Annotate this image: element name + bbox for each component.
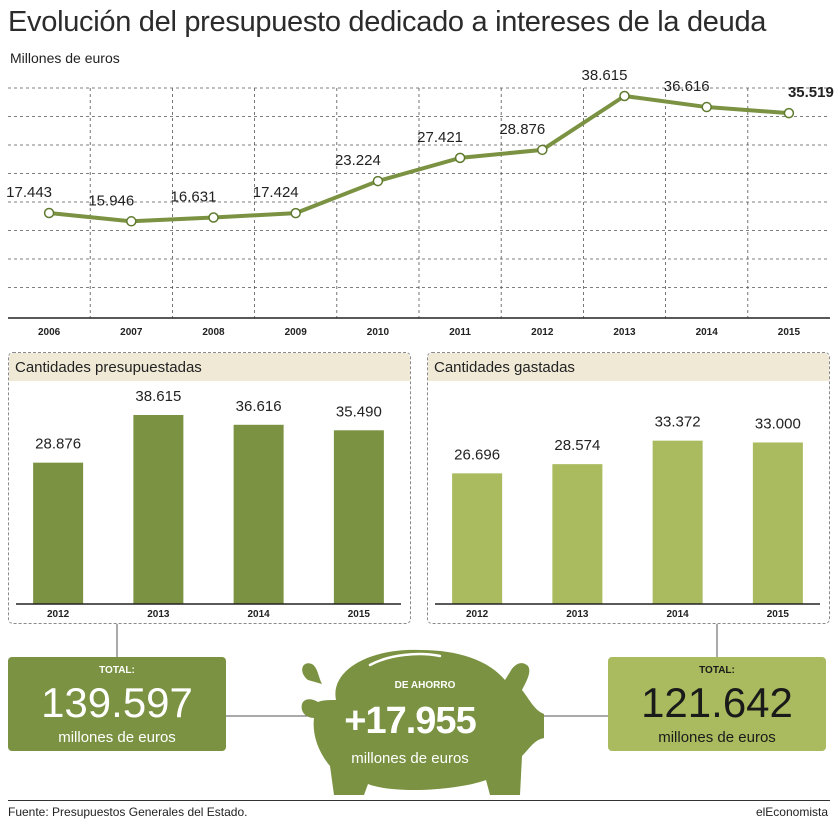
budgeted-x-tick: 2013 [147,609,170,620]
total-budgeted-box: TOTAL: 139.597 millones de euros [8,657,226,751]
x-tick-label: 2006 [38,327,61,338]
budgeted-bar [133,415,184,604]
data-label: 17.443 [6,184,52,201]
total-budgeted-unit: millones de euros [58,729,176,746]
footer-divider [8,800,830,801]
x-tick-label: 2015 [778,327,801,338]
data-point [783,107,795,119]
budgeted-bar-label: 38.615 [135,388,181,405]
budgeted-x-tick: 2012 [47,609,70,620]
spent-panel-header: Cantidades gastadas [428,353,829,381]
total-spent-label: TOTAL: [699,665,735,676]
x-tick-label: 2008 [202,327,225,338]
savings-value: +17.955 [344,700,476,742]
data-label: 36.616 [664,78,710,95]
budgeted-bar [233,424,284,604]
x-tick-label: 2014 [696,327,719,338]
spent-bar-label: 33.000 [755,415,801,432]
budgeted-bar-label: 28.876 [35,436,81,453]
data-label: 28.876 [499,121,545,138]
data-point [372,175,384,187]
chart-subtitle: Millones de euros [10,50,120,66]
spent-bar [652,440,703,604]
budgeted-bar [333,430,384,604]
total-spent-unit: millones de euros [658,729,776,746]
piggy-bank-icon [301,649,544,795]
x-tick-label: 2011 [449,327,471,338]
data-point [701,101,712,113]
x-tick-label: 2009 [285,327,308,338]
data-label: 17.424 [253,184,299,201]
spent-bar-label: 26.696 [454,446,500,463]
spent-bar [452,473,503,604]
data-point [537,144,548,156]
spent-x-tick: 2013 [566,609,589,620]
x-tick-label: 2013 [613,327,636,338]
footer-source: Fuente: Presupuestos Generales del Estad… [8,805,248,819]
data-label: 35.519 [788,84,834,101]
budgeted-panel-title: Cantidades presupuestadas [15,359,202,376]
spent-bar-label: 33.372 [655,414,701,431]
budgeted-bar [33,462,84,604]
spent-panel-title: Cantidades gastadas [434,359,575,376]
savings-unit: millones de euros [351,750,469,767]
data-point [619,90,630,102]
spent-bar-label: 28.574 [554,437,600,454]
spent-x-tick: 2014 [667,609,690,620]
x-tick-label: 2012 [531,327,554,338]
data-label: 15.946 [88,192,134,209]
chart-title: Evolución del presupuesto dedicado a int… [8,6,767,38]
total-spent-value: 121.642 [641,679,793,726]
footer-brand: elEconomista [755,805,828,819]
spent-bar [552,464,603,604]
data-point [290,207,301,219]
savings-label: DE AHORRO [394,680,456,691]
data-label: 16.631 [171,189,217,206]
data-point [126,216,137,227]
budgeted-panel-header: Cantidades presupuestadas [9,353,410,381]
line-chart: 17.443 2006 15.946 2007 16.631 2008 17.424 2009… [6,67,834,338]
spent-x-tick: 2012 [466,609,489,620]
budgeted-bar-label: 36.616 [236,398,282,415]
x-tick-label: 2007 [120,327,143,338]
data-point [454,152,466,164]
budgeted-bar-label: 35.490 [336,403,382,420]
spent-bar [752,442,803,604]
x-tick-label: 2010 [367,327,390,338]
total-budgeted-label: TOTAL: [99,665,135,676]
total-spent-box: TOTAL: 121.642 millones de euros [608,657,826,751]
budgeted-x-tick: 2015 [348,609,371,620]
spent-x-tick: 2015 [767,609,790,620]
data-label: 23.224 [335,152,381,169]
series-line [48,94,790,224]
data-label: 38.615 [582,67,628,84]
data-point [208,212,219,223]
total-budgeted-value: 139.597 [41,679,193,726]
budgeted-x-tick: 2014 [248,609,271,620]
data-label: 27.421 [417,129,463,146]
data-point [43,207,55,219]
